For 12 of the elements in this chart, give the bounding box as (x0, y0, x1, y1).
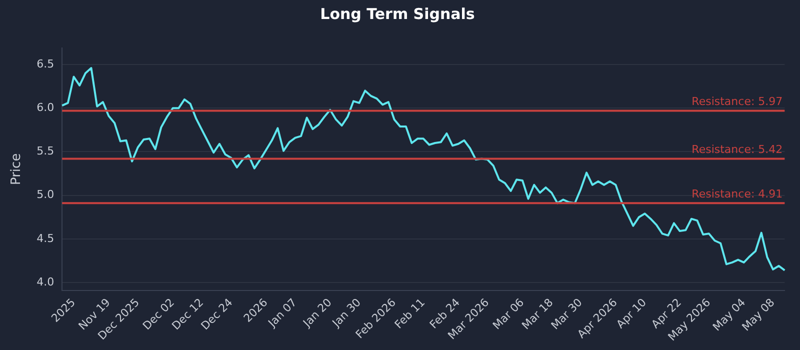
y-tick-label: 4.0 (36, 275, 54, 288)
y-tick-label: 5.5 (36, 144, 54, 158)
y-axis-title: Price (9, 153, 24, 186)
y-tick-label: 5.0 (36, 188, 54, 202)
y-tick-label: 6.5 (36, 57, 54, 70)
chart-title: Long Term Signals (320, 4, 475, 23)
ref-line-label: Resistance: 4.91 (692, 188, 783, 201)
y-tick-label: 4.5 (36, 232, 54, 245)
ref-line-label: Resistance: 5.42 (692, 143, 783, 156)
ref-line-label: Resistance: 5.97 (692, 95, 783, 108)
x-tick-label: Jan 07 (265, 296, 300, 330)
y-tick-label: 6.0 (36, 101, 54, 114)
